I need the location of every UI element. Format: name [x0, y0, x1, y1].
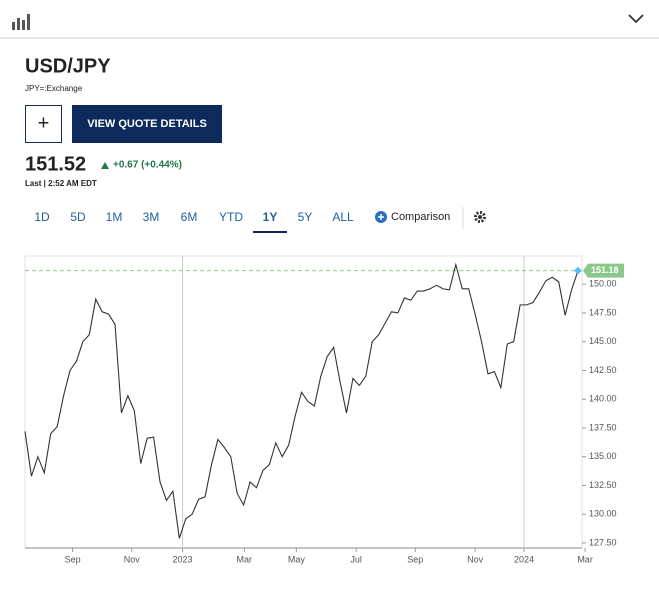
y-tick-label: 142.50 [589, 365, 617, 375]
range-underline [253, 231, 287, 233]
x-tick-label: Sep [407, 554, 423, 564]
x-tick-label: May [288, 554, 306, 564]
y-tick-label: 127.50 [589, 537, 617, 547]
x-tick-label: Sep [65, 554, 81, 564]
x-tick-label: Jul [350, 554, 362, 564]
y-tick-label: 130.00 [589, 509, 617, 519]
y-tick-label: 137.50 [589, 422, 617, 432]
symbol-title: USD/JPY [25, 55, 111, 77]
y-tick-label: 147.50 [589, 307, 617, 317]
top-bar [0, 0, 659, 38]
comparison-button[interactable]: Comparison [391, 211, 450, 223]
range-tab[interactable]: 5Y [298, 210, 313, 224]
x-tick-label: Nov [467, 554, 484, 564]
price-line [24, 262, 579, 539]
details-button[interactable] [72, 105, 222, 143]
range-tab[interactable]: 3M [143, 210, 160, 224]
last-value-label: 151.18 [591, 265, 619, 275]
x-tick-label: Nov [124, 554, 141, 564]
x-tick-label: 2023 [173, 554, 193, 564]
add-button-label[interactable]: + [38, 112, 50, 134]
settings-icon[interactable] [474, 211, 486, 223]
y-tick-label: 132.50 [589, 480, 617, 490]
range-tab[interactable]: 1M [106, 210, 123, 224]
comparison-icon-plus[interactable] [378, 214, 384, 220]
add-button[interactable] [25, 105, 62, 143]
collapse-chevron[interactable] [628, 14, 644, 24]
y-tick-label: 150.00 [589, 279, 617, 289]
chart-icon[interactable] [12, 14, 30, 30]
x-tick-label: Mar [577, 554, 593, 564]
exchange-label: JPY=:Exchange [25, 84, 83, 93]
y-tick-label: 145.00 [589, 336, 617, 346]
x-tick-label: 2024 [514, 554, 534, 564]
x-tick-label: Mar [237, 554, 253, 564]
y-tick-label: 140.00 [589, 394, 617, 404]
up-arrow [101, 162, 109, 169]
last-value-tag [583, 263, 624, 278]
details-button-label[interactable]: VIEW QUOTE DETAILS [87, 118, 207, 130]
range-tab[interactable]: ALL [332, 210, 354, 224]
price: 151.52 [25, 153, 86, 175]
range-tab[interactable]: YTD [219, 210, 243, 224]
range-tab[interactable]: 1D [34, 210, 50, 224]
range-tab[interactable]: 6M [181, 210, 198, 224]
price-change: +0.67 (+0.44%) [113, 160, 182, 171]
y-tick-label: 135.00 [589, 451, 617, 461]
range-tab[interactable]: 1Y [263, 210, 278, 224]
last-time: Last | 2:52 AM EDT [25, 179, 97, 188]
range-tab[interactable]: 5D [70, 210, 86, 224]
plot-frame [24, 255, 583, 549]
last-point [574, 266, 582, 275]
